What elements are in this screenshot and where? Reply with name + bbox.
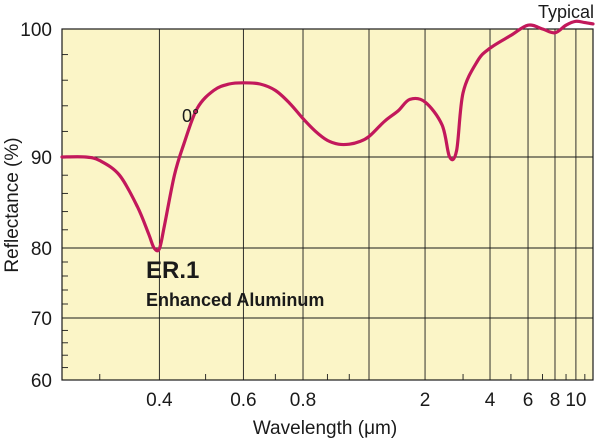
plot-border bbox=[61, 28, 594, 381]
x-axis-title: Wavelength (μm) bbox=[253, 418, 397, 439]
x-tick-label: 8 bbox=[550, 390, 561, 411]
x-tick-label: 0.6 bbox=[230, 390, 256, 411]
x-tick-label: 0.8 bbox=[290, 390, 316, 411]
y-tick-label: 70 bbox=[31, 309, 52, 330]
y-tick-label: 100 bbox=[20, 20, 52, 41]
y-tick-label: 90 bbox=[31, 148, 52, 169]
x-tick-label: 0.4 bbox=[146, 390, 173, 411]
y-axis-title: Reflectance (%) bbox=[2, 137, 23, 272]
x-tick-labels: 0.4 0.6 0.8 2 4 6 8 10 bbox=[146, 390, 586, 411]
y-tick-labels: 60 70 80 90 100 bbox=[20, 20, 52, 392]
x-tick-label: 6 bbox=[523, 390, 534, 411]
grid-lines bbox=[62, 29, 593, 380]
y-tick-label: 80 bbox=[31, 239, 52, 260]
plot-background bbox=[62, 29, 593, 380]
corner-label: Typical bbox=[538, 2, 594, 22]
angle-annotation: 0° bbox=[182, 106, 199, 126]
y-tick-label: 60 bbox=[31, 371, 52, 392]
product-name: Enhanced Aluminum bbox=[146, 290, 324, 310]
x-tick-label: 4 bbox=[485, 390, 496, 411]
minor-ticks bbox=[62, 54, 586, 380]
x-tick-label: 2 bbox=[420, 390, 431, 411]
product-code: ER.1 bbox=[146, 257, 199, 284]
reflectance-curve bbox=[60, 19, 595, 253]
x-tick-label: 10 bbox=[565, 390, 586, 411]
